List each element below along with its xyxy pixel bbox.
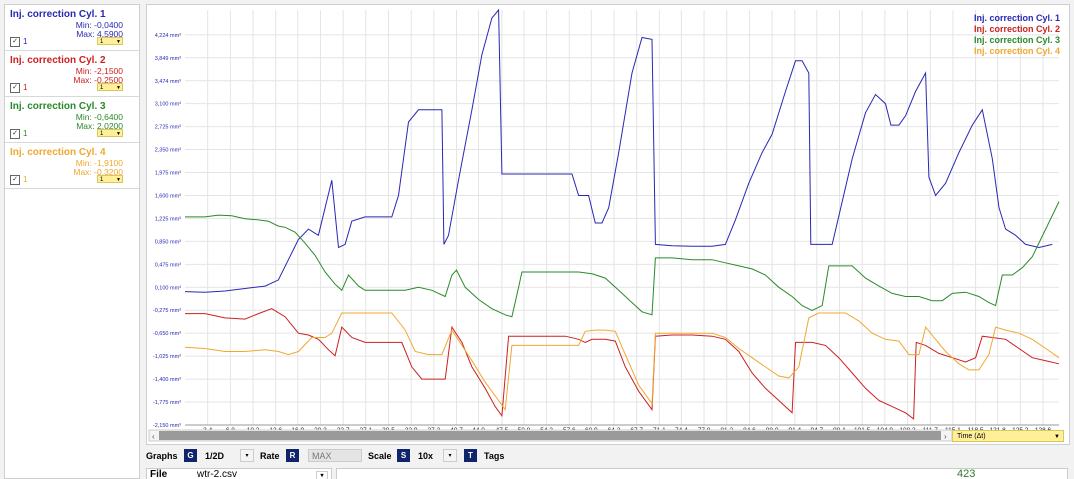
series-line-cyl-3 bbox=[185, 201, 1060, 318]
rate-key-button[interactable]: R bbox=[286, 449, 299, 462]
y-tick-label: 1,600 mm³ bbox=[155, 193, 181, 199]
y-tick-label: 3,474 mm³ bbox=[155, 79, 181, 85]
graphs-label: Graphs bbox=[146, 451, 178, 461]
scroll-right-icon: › bbox=[944, 432, 947, 441]
series-axis-select[interactable]: 1 ▼ bbox=[97, 83, 123, 91]
y-tick-label: 0,100 mm³ bbox=[155, 285, 181, 291]
scroll-left-icon: ‹ bbox=[152, 432, 155, 441]
graphs-dropdown-button[interactable]: ▾ bbox=[240, 449, 254, 462]
graphs-key-button[interactable]: G bbox=[184, 449, 197, 462]
series-axis-select[interactable]: 1 ▼ bbox=[97, 129, 123, 137]
line-chart[interactable]: -2,150 mm³ -1,775 mm³ -1,400 mm³ -1,025 mm³… bbox=[147, 5, 1069, 444]
scrollbar-thumb bbox=[159, 431, 941, 440]
series-panel-cyl-3: Inj. correction Cyl. 3 Min: -0,6400 Max: 2… bbox=[5, 97, 139, 143]
series-title: Inj. correction Cyl. 3 bbox=[10, 101, 106, 112]
chevron-down-icon: ▼ bbox=[116, 131, 121, 137]
y-tick-label: -1,400 mm³ bbox=[153, 377, 181, 383]
chevron-down-icon: ▼ bbox=[116, 177, 121, 183]
toolbar: Graphs G 1/2D ▾ Rate R MAX Scale S 10x ▾… bbox=[146, 448, 1070, 466]
series-visibility-checkbox[interactable]: ✓ bbox=[10, 83, 20, 93]
y-tick-label: 3,849 mm³ bbox=[155, 56, 181, 62]
scale-dropdown-button[interactable]: ▾ bbox=[443, 449, 457, 462]
y-tick-label: -0,275 mm³ bbox=[153, 308, 181, 314]
series-axis-value: 1 bbox=[100, 131, 104, 137]
chevron-down-icon: ▼ bbox=[116, 85, 121, 91]
chevron-down-icon: ▾ bbox=[316, 471, 328, 479]
series-axis-value: 1 bbox=[100, 39, 104, 45]
scale-key-button[interactable]: S bbox=[397, 449, 410, 462]
x-axis-selector[interactable]: Time (Δt) ▼ bbox=[952, 430, 1064, 442]
series-controls: ✓ 1 1 ▼ bbox=[10, 37, 135, 47]
series-panel-cyl-4: Inj. correction Cyl. 4 Min: -1,9100 Max: -… bbox=[5, 143, 139, 189]
legend-entry-cyl-3: Inj. correction Cyl. 3 bbox=[974, 35, 1060, 45]
series-max: Max: 4,5900 bbox=[76, 29, 123, 39]
chevron-down-icon: ▼ bbox=[116, 39, 121, 45]
series-max: Max: 2,0200 bbox=[76, 121, 123, 131]
series-sidebar: Inj. correction Cyl. 1 Min: -0,0400 Max: 4… bbox=[4, 4, 140, 479]
counter-value: 423 bbox=[957, 468, 976, 479]
series-axis-select[interactable]: 1 ▼ bbox=[97, 37, 123, 45]
tags-label: Tags bbox=[484, 451, 505, 461]
series-controls: ✓ 1 1 ▼ bbox=[10, 175, 135, 185]
y-tick-label: 4,224 mm³ bbox=[155, 33, 181, 39]
y-tick-label: -2,150 mm³ bbox=[153, 423, 181, 429]
series-title: Inj. correction Cyl. 2 bbox=[10, 55, 106, 66]
y-tick-label: 1,225 mm³ bbox=[155, 216, 181, 222]
series-number: 1 bbox=[23, 37, 28, 46]
series-number: 1 bbox=[23, 175, 28, 184]
series-panel-cyl-1: Inj. correction Cyl. 1 Min: -0,0400 Max: 4… bbox=[5, 5, 139, 51]
scale-value: 10x bbox=[418, 451, 434, 461]
bottom-panels: File wtr-2.csv ▾ 423 bbox=[146, 468, 1070, 479]
y-tick-label: 0,475 mm³ bbox=[155, 262, 181, 268]
file-label: File bbox=[150, 469, 168, 479]
y-tick-label: 2,350 mm³ bbox=[155, 148, 181, 154]
chart-panel: -2,150 mm³ -1,775 mm³ -1,400 mm³ -1,025 mm³… bbox=[146, 4, 1070, 445]
legend-entry-cyl-4: Inj. correction Cyl. 4 bbox=[974, 46, 1060, 56]
legend-entry-cyl-1: Inj. correction Cyl. 1 bbox=[974, 13, 1060, 23]
y-tick-label: 1,975 mm³ bbox=[155, 171, 181, 177]
series-controls: ✓ 1 1 ▼ bbox=[10, 129, 135, 139]
y-tick-label: 2,725 mm³ bbox=[155, 125, 181, 131]
series-min: Min: -0,6400 bbox=[75, 112, 123, 122]
x-axis-label: Time (Δt) bbox=[957, 433, 986, 440]
series-panel-cyl-2: Inj. correction Cyl. 2 Min: -2,1500 Max: -… bbox=[5, 51, 139, 97]
series-line-cyl-1 bbox=[184, 8, 1053, 293]
y-tick-label: 0,850 mm³ bbox=[155, 239, 181, 245]
series-line-cyl-2 bbox=[185, 308, 1060, 420]
series-max: Max: -0,2500 bbox=[73, 75, 123, 85]
series-axis-value: 1 bbox=[100, 177, 104, 183]
y-tick-label: 3,100 mm³ bbox=[155, 102, 181, 108]
series-axis-value: 1 bbox=[100, 85, 104, 91]
series-visibility-checkbox[interactable]: ✓ bbox=[10, 37, 20, 47]
graphs-value: 1/2D bbox=[205, 451, 225, 461]
series-min: Min: -0,0400 bbox=[75, 20, 123, 30]
y-tick-label: -1,025 mm³ bbox=[153, 354, 181, 360]
tags-key-button[interactable]: T bbox=[464, 449, 477, 462]
file-selector[interactable]: File wtr-2.csv ▾ bbox=[146, 468, 332, 479]
series-visibility-checkbox[interactable]: ✓ bbox=[10, 175, 20, 185]
info-panel: 423 bbox=[336, 468, 1068, 479]
file-name: wtr-2.csv bbox=[197, 469, 237, 479]
rate-value: MAX bbox=[312, 451, 332, 461]
rate-label: Rate bbox=[260, 451, 280, 461]
series-visibility-checkbox[interactable]: ✓ bbox=[10, 129, 20, 139]
chevron-down-icon: ▼ bbox=[1054, 434, 1060, 440]
series-number: 1 bbox=[23, 83, 28, 92]
series-min: Min: -2,1500 bbox=[75, 66, 123, 76]
series-number: 1 bbox=[23, 129, 28, 138]
y-tick-label: -0,650 mm³ bbox=[153, 331, 181, 337]
series-controls: ✓ 1 1 ▼ bbox=[10, 83, 135, 93]
series-max: Max: -0,3200 bbox=[73, 167, 123, 177]
series-title: Inj. correction Cyl. 1 bbox=[10, 9, 106, 20]
series-axis-select[interactable]: 1 ▼ bbox=[97, 175, 123, 183]
rate-select[interactable]: MAX bbox=[308, 449, 362, 462]
scale-label: Scale bbox=[368, 451, 392, 461]
series-title: Inj. correction Cyl. 4 bbox=[10, 147, 106, 158]
series-line-cyl-4 bbox=[184, 312, 1060, 412]
series-min: Min: -1,9100 bbox=[75, 158, 123, 168]
y-tick-label: -1,775 mm³ bbox=[153, 400, 181, 406]
legend-entry-cyl-2: Inj. correction Cyl. 2 bbox=[974, 24, 1060, 34]
